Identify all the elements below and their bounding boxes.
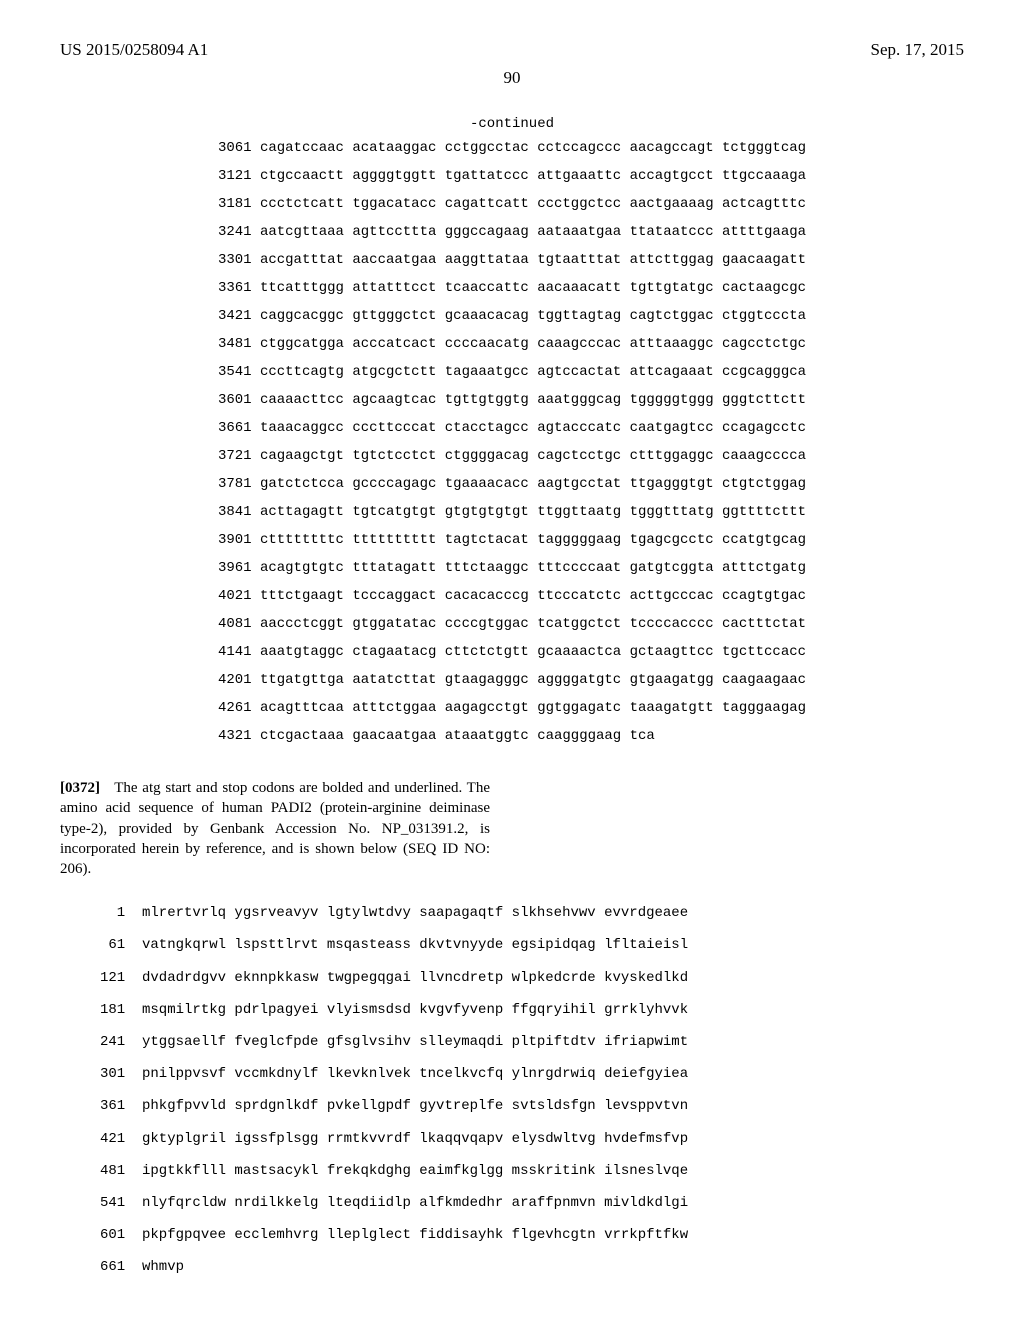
paragraph-label: [0372] — [60, 780, 100, 796]
header-row: US 2015/0258094 A1 Sep. 17, 2015 — [60, 40, 964, 60]
dna-sequence-block: 3061 cagatccaac acataaggac cctggcctac cc… — [218, 134, 806, 750]
publication-date: Sep. 17, 2015 — [871, 40, 965, 60]
paragraph-text: The atg start and stop codons are bolded… — [60, 780, 490, 877]
aa-sequence-block: 1 mlrertvrlq ygsrveavyv lgtylwtdvy saapa… — [100, 897, 688, 1283]
continued-label: -continued — [60, 116, 964, 132]
publication-number: US 2015/0258094 A1 — [60, 40, 208, 60]
page-number: 90 — [60, 68, 964, 88]
paragraph-0372: [0372] The atg start and stop codons are… — [60, 778, 490, 879]
